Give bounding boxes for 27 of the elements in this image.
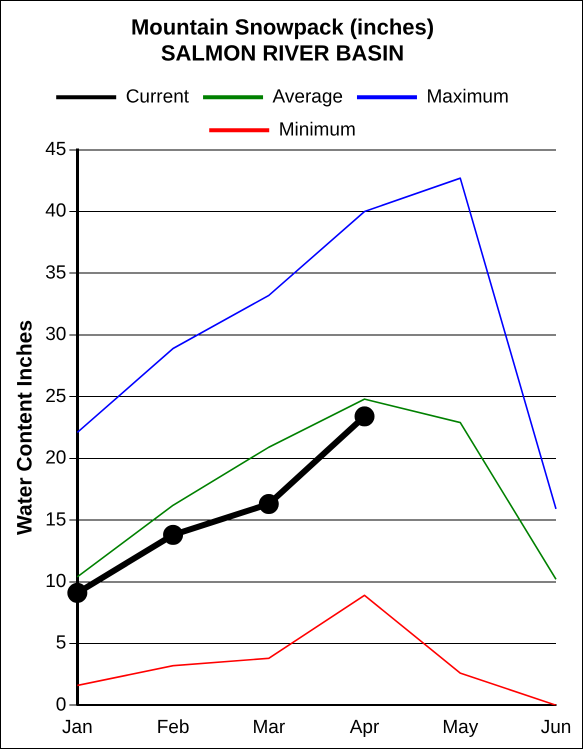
point [163, 524, 184, 545]
y-axis-title: Water Content Inches [13, 320, 36, 536]
y-tick-label: 25 [45, 386, 66, 407]
text: Mountain Snowpack (inches) [130, 14, 434, 40]
point [258, 494, 279, 514]
x-tick-label: May [442, 716, 479, 738]
x-tick-label: Feb [156, 716, 190, 738]
y-tick-label: 40 [45, 200, 66, 222]
x-tick-label: Apr [350, 716, 380, 738]
x-tick-label: Jan [62, 716, 93, 738]
x-tick-label: Jun [540, 716, 572, 738]
x-tick-label: Mar [252, 716, 286, 738]
legend-label: Maximum [426, 86, 509, 108]
text: SALMON RIVER BASIN [160, 40, 404, 66]
legend-label: Average [272, 86, 343, 108]
y-tick-label: 20 [45, 448, 66, 469]
y-tick-label: 45 [45, 139, 66, 160]
y-tick-label: 35 [45, 262, 66, 284]
y-tick-label: 10 [45, 571, 66, 592]
point [354, 406, 375, 426]
y-tick-label: 15 [45, 509, 66, 530]
legend-label: Current [126, 86, 190, 108]
y-tick-label: 0 [56, 694, 66, 716]
y-tick-label: 30 [45, 324, 66, 346]
y-tick-label: 5 [56, 632, 66, 654]
legend-label: Minimum [278, 120, 356, 141]
point [67, 582, 88, 603]
